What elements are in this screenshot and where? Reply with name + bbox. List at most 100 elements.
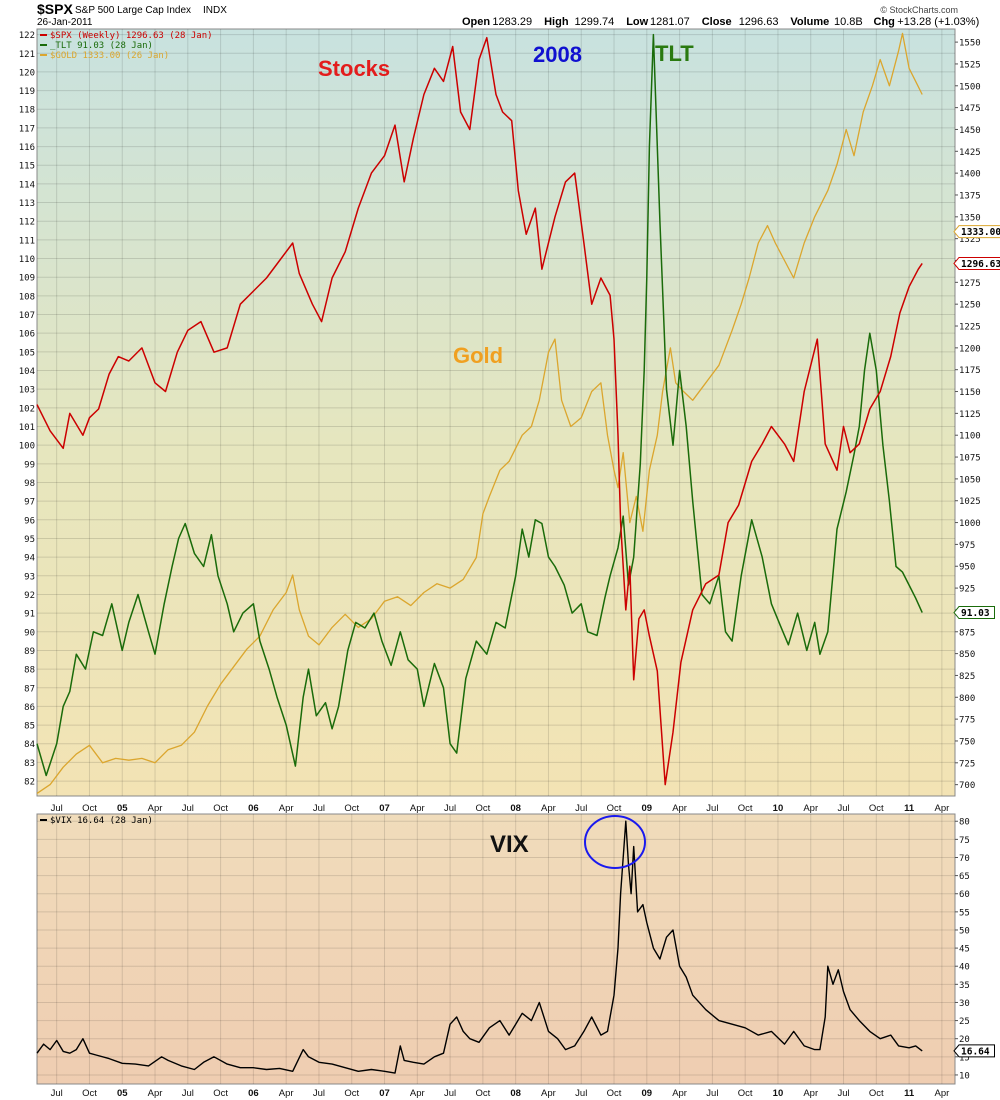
x-axis-tick-label: Apr xyxy=(934,803,949,814)
vix-legend: $VIX 16.64 (28 Jan) xyxy=(40,816,153,826)
header-date: 26-Jan-2011 xyxy=(37,17,93,28)
vix-axis-tick-label: 55 xyxy=(959,908,970,918)
right-axis-tick-label: 775 xyxy=(959,716,975,726)
right-axis-tick-label: 1000 xyxy=(959,519,981,529)
x-axis-tick-label: Oct xyxy=(869,803,884,814)
x-axis-tick-label: Jul xyxy=(706,1088,718,1099)
x-axis-tick-label: Jul xyxy=(313,803,325,814)
right-axis-tick-label: 1400 xyxy=(959,170,981,180)
vix-axis-tick-label: 30 xyxy=(959,999,970,1009)
vix-axis-tick-label: 80 xyxy=(959,818,970,828)
series-line-tlt xyxy=(36,33,923,777)
right-axis-tick-label: 800 xyxy=(959,694,975,704)
left-axis-tick-label: 102 xyxy=(19,404,35,414)
main-left-axis: 82 83 84 85 86 87 88 89 90 91 92 93 94 95 96 97 98 99 100 1… xyxy=(19,31,35,787)
vix-series xyxy=(36,820,923,1074)
x-axis-tick-label: Apr xyxy=(672,803,687,814)
left-axis-tick-label: 114 xyxy=(19,180,35,190)
x-axis-tick-label: Apr xyxy=(279,803,294,814)
vix-axis-tick-label: 10 xyxy=(959,1071,970,1081)
quote-value: 1296.63 xyxy=(739,16,779,28)
right-axis-tick-label: 750 xyxy=(959,737,975,747)
legend-entry: _TLT 91.03 (28 Jan) xyxy=(50,41,153,51)
left-axis-tick-label: 84 xyxy=(24,740,35,750)
x-axis-tick-label: 11 xyxy=(904,1088,915,1099)
vix-grid xyxy=(37,814,955,1084)
left-axis-tick-label: 111 xyxy=(19,236,35,246)
legend-entry: $SPX (Weekly) 1296.63 (28 Jan) xyxy=(50,31,213,41)
x-axis-tick-label: Jul xyxy=(182,1088,194,1099)
vix-axis-tick-label: 20 xyxy=(959,1035,970,1045)
x-axis-tick-label: Apr xyxy=(803,1088,818,1099)
x-axis-tick-label: Apr xyxy=(541,1088,556,1099)
x-axis-tick-label: Apr xyxy=(410,1088,425,1099)
x-axis-tick-label: Oct xyxy=(738,1088,753,1099)
right-axis-tick-label: 975 xyxy=(959,541,975,551)
right-axis-tick-label: 1550 xyxy=(959,39,981,49)
x-axis-tick-label: Jul xyxy=(313,1088,325,1099)
left-axis-tick-label: 94 xyxy=(24,554,35,564)
svg-text:1333.00: 1333.00 xyxy=(961,227,1000,238)
tlt-annotation: TLT xyxy=(655,41,694,66)
quote-value: 1299.74 xyxy=(575,16,615,28)
x-axis-tick-label: 11 xyxy=(904,803,915,814)
main-panel-background xyxy=(36,28,956,797)
right-axis-tick-label: 1425 xyxy=(959,148,981,158)
left-axis-tick-label: 91 xyxy=(24,610,35,620)
right-axis-tick-label: 1200 xyxy=(959,344,981,354)
left-axis-tick-label: 108 xyxy=(19,292,35,302)
tlt-end-label: 91.03 xyxy=(953,606,995,620)
left-axis-tick-label: 116 xyxy=(19,143,35,153)
right-axis-tick-label: 1075 xyxy=(959,454,981,464)
left-axis-tick-label: 106 xyxy=(19,330,35,340)
x-axis-tick-label: Oct xyxy=(607,1088,622,1099)
vix-axis-tick-label: 60 xyxy=(959,890,970,900)
quote-row: Open 1283.29 High 1299.74 Low 1281.07 Close 129… xyxy=(462,16,979,28)
right-axis-tick-label: 1150 xyxy=(959,388,981,398)
x-axis-tick-label: 08 xyxy=(510,1088,521,1099)
x-axis-tick-label: Apr xyxy=(148,803,163,814)
x-axis-tick-label: Apr xyxy=(410,803,425,814)
x-axis-tick-label: Jul xyxy=(575,803,587,814)
quote-label: Low xyxy=(626,16,648,28)
right-axis-tick-label: 1125 xyxy=(959,410,981,420)
left-axis-tick-label: 117 xyxy=(19,124,35,134)
gold-annotation: Gold xyxy=(453,343,503,368)
right-axis-tick-label: 825 xyxy=(959,672,975,682)
right-axis-tick-label: 1450 xyxy=(959,126,981,136)
x-axis-tick-label: Apr xyxy=(541,803,556,814)
left-axis-tick-label: 82 xyxy=(24,778,35,788)
legend-entry: $VIX 16.64 (28 Jan) xyxy=(50,816,153,826)
vix-x-axis: Jul Oct 05 Apr Jul Oct 06 Apr Jul Oct 07 Apr Jul Oct 0… xyxy=(51,1088,950,1099)
gold-end-label: 1333.00 xyxy=(953,225,1000,239)
left-axis-tick-label: 97 xyxy=(24,498,35,508)
x-axis-tick-label: Jul xyxy=(575,1088,587,1099)
quote-label: High xyxy=(544,16,569,28)
vix-spike-highlight-circle xyxy=(584,815,646,869)
x-axis-tick-label: Oct xyxy=(607,803,622,814)
left-axis-tick-label: 101 xyxy=(19,423,35,433)
x-axis-tick-label: Apr xyxy=(279,1088,294,1099)
quote-label: Chg xyxy=(874,16,895,28)
series-line-spx xyxy=(36,36,923,786)
x-axis-tick-label: Jul xyxy=(837,803,849,814)
right-axis-tick-label: 850 xyxy=(959,650,975,660)
vix-axis-tick-label: 15 xyxy=(959,1053,970,1063)
right-axis-tick-label: 1525 xyxy=(959,60,981,70)
x-axis-tick-label: Jul xyxy=(444,1088,456,1099)
quote-value: 10.8B xyxy=(834,16,863,28)
left-axis-tick-label: 120 xyxy=(19,68,35,78)
main-x-axis: Jul Oct 05 Apr Jul Oct 06 Apr Jul Oct 07 Apr Jul Oct 0… xyxy=(51,803,950,814)
vix-axis-tick-label: 25 xyxy=(959,1017,970,1027)
right-axis-tick-label: 1325 xyxy=(959,235,981,245)
x-axis-tick-label: Oct xyxy=(82,1088,97,1099)
x-axis-tick-label: 09 xyxy=(642,803,653,814)
right-axis-tick-label: 1250 xyxy=(959,301,981,311)
left-axis-tick-label: 112 xyxy=(19,218,35,228)
quote-value: +13.28 (+1.03%) xyxy=(897,16,979,28)
left-axis-tick-label: 86 xyxy=(24,703,35,713)
left-axis-tick-label: 87 xyxy=(24,684,35,694)
x-axis-tick-label: 10 xyxy=(773,1088,784,1099)
x-axis-tick-label: 05 xyxy=(117,803,128,814)
